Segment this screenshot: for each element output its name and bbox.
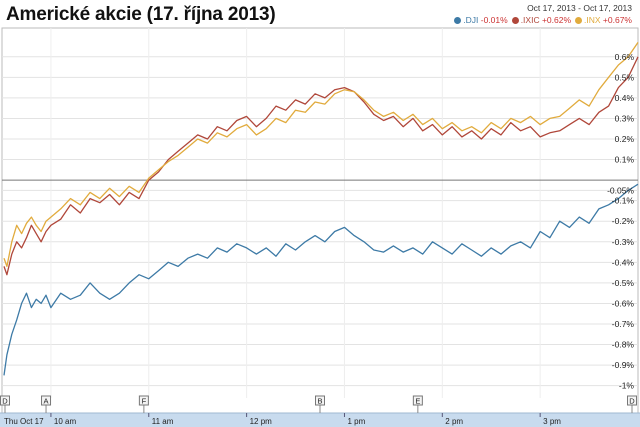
- legend-dot: [575, 17, 583, 24]
- legend-series-name: .IXIC: [520, 15, 540, 25]
- y-tick-label: -0.5%: [612, 278, 635, 288]
- legend-dot: [511, 17, 519, 24]
- series-lines: [3, 42, 639, 376]
- plot-frame: [1, 27, 639, 414]
- y-tick-label: -0.7%: [612, 319, 635, 329]
- date-range-separator: -: [578, 3, 581, 13]
- event-marker-box: [315, 395, 325, 406]
- legend-series-change: +0.67%: [600, 15, 632, 25]
- y-tick-label: 0.2%: [615, 134, 635, 144]
- event-marker-box: [412, 395, 423, 406]
- legend-item[interactable]: .DJI -0.01%: [454, 15, 508, 25]
- series-line-dji: [3, 183, 639, 376]
- x-axis-band: [0, 413, 640, 427]
- event-marker-box: [0, 395, 10, 406]
- y-tick-label: -0.05%: [607, 185, 634, 195]
- grid: [1, 27, 639, 414]
- x-tick-label: Thu Oct 17: [4, 417, 44, 426]
- y-tick-label: 0.6%: [615, 52, 635, 62]
- y-tick-label: -0.8%: [612, 340, 635, 350]
- event-marker-label: E: [415, 397, 420, 406]
- event-marker-label: D: [2, 397, 8, 406]
- event-marker-label: D: [629, 397, 635, 406]
- x-tick-label: 12 pm: [250, 417, 273, 426]
- legend-series-change: +0.62%: [539, 15, 572, 25]
- event-marker-box: [138, 395, 149, 406]
- y-tick-label: -0.3%: [612, 237, 635, 247]
- x-tick-label: 3 pm: [543, 417, 561, 426]
- event-marker-box: [627, 395, 637, 406]
- y-tick-label: -1%: [619, 381, 635, 391]
- series-line-inx: [3, 42, 639, 268]
- legend: .DJI -0.01% .IXIC +0.62% .INX +0.67%: [450, 15, 632, 25]
- legend-series-name: .DJI: [463, 15, 479, 25]
- legend-dot: [454, 17, 462, 24]
- y-tick-label: -0.9%: [612, 360, 635, 370]
- y-tick-label: 0.3%: [615, 113, 635, 123]
- chart-title: Americké akcie (17. října 2013): [6, 4, 276, 25]
- event-marker-label: B: [317, 397, 322, 406]
- event-marker-label: F: [142, 397, 147, 406]
- x-tick-label: 10 am: [54, 417, 77, 426]
- x-tick-label: 2 pm: [445, 417, 463, 426]
- legend-item[interactable]: .IXIC +0.62%: [511, 15, 572, 25]
- event-marker-box: [41, 395, 52, 406]
- date-range-from: Oct 17, 2013: [527, 3, 576, 13]
- y-tick-label: -0.4%: [612, 257, 635, 267]
- date-range-to: Oct 17, 2013: [583, 3, 632, 13]
- x-axis: Thu Oct 17 10 am 11 am 12 pm 1 pm 2 pm 3 pm D A F…: [0, 395, 640, 427]
- y-tick-label: 0.5%: [615, 72, 635, 82]
- event-marker-label: A: [44, 397, 49, 406]
- y-tick-label: 0.4%: [615, 93, 635, 103]
- y-tick-label: 0.1%: [615, 155, 635, 165]
- legend-series-name: .INX: [584, 15, 601, 25]
- x-tick-label: 1 pm: [347, 417, 365, 426]
- y-tick-label: -0.2%: [612, 216, 635, 226]
- y-tick-label: -0.1%: [612, 196, 635, 206]
- legend-series-change: -0.01%: [478, 15, 508, 25]
- x-tick-label: 11 am: [152, 417, 174, 426]
- y-axis-ticks: 0.6% 0.5% 0.4% 0.3% 0.2% 0.1% -0.05%-0.1% -0.2%…: [607, 52, 634, 391]
- y-tick-label: -0.6%: [612, 298, 635, 308]
- series-line-ixic: [3, 56, 639, 276]
- legend-item[interactable]: .INX +0.67%: [575, 15, 632, 25]
- date-range: Oct 17, 2013 - Oct 17, 2013: [527, 3, 632, 13]
